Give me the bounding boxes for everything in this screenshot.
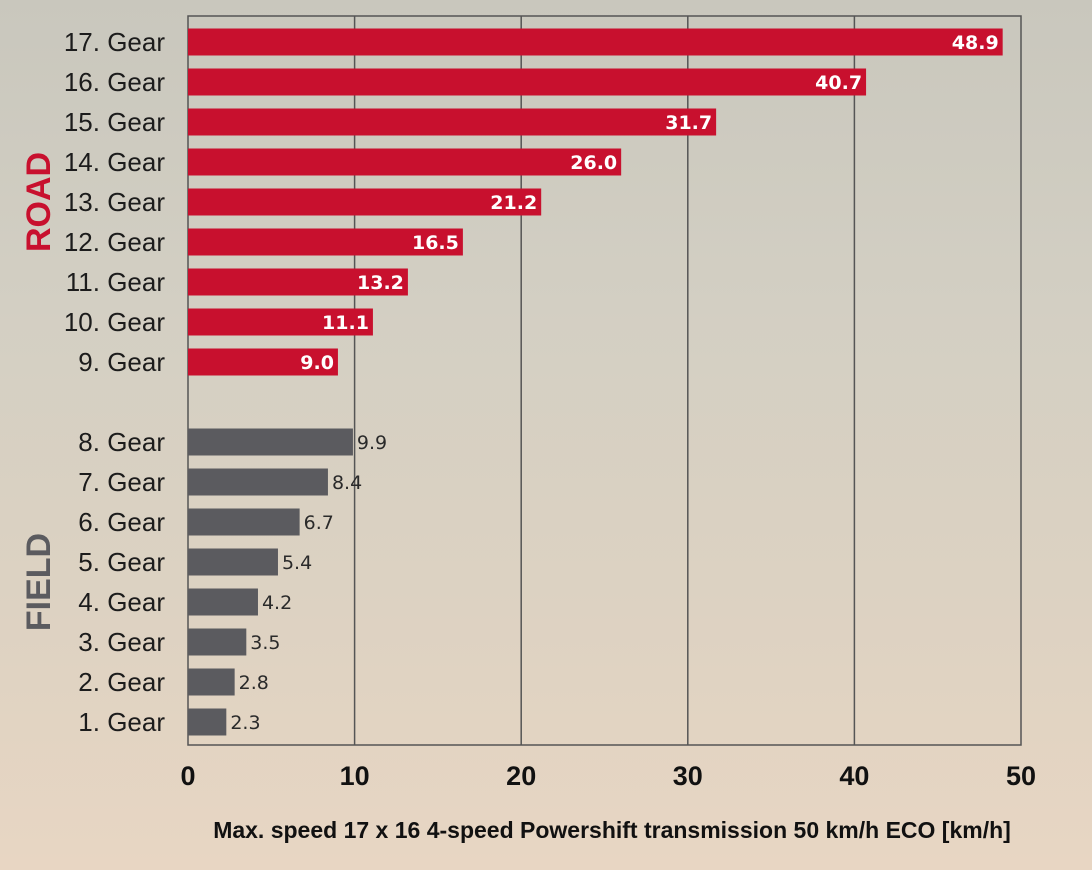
bar-field [188,708,227,736]
data-label: 2.8 [239,672,269,694]
group-label-road: ROAD [20,152,58,252]
category-label: 6. Gear [78,507,165,537]
x-tick-label: 50 [1006,761,1036,791]
bar-field [188,668,235,696]
data-label: 13.2 [357,272,404,294]
data-label: 26.0 [570,152,617,174]
category-label: 7. Gear [78,467,165,497]
data-label: 16.5 [412,232,459,254]
x-tick-label: 10 [340,761,370,791]
category-label: 5. Gear [78,547,165,577]
bar-field [188,468,328,496]
category-label: 4. Gear [78,587,165,617]
category-label: 12. Gear [64,227,166,257]
data-label: 31.7 [665,112,712,134]
x-tick-label: 20 [506,761,536,791]
bar-field [188,628,247,656]
bar-road [188,68,867,96]
data-label: 6.7 [304,512,334,534]
bar-road [188,108,717,136]
data-label: 21.2 [490,192,537,214]
category-label: 8. Gear [78,427,165,457]
bar-road [188,148,622,176]
bar-road [188,348,338,376]
bar-road [188,28,1003,56]
category-label: 11. Gear [66,267,166,297]
bar-road [188,228,463,256]
bar-road [188,268,408,296]
category-label: 16. Gear [64,67,166,97]
data-label: 4.2 [262,592,292,614]
data-label: 3.5 [250,632,280,654]
category-label: 2. Gear [78,667,165,697]
category-label: 14. Gear [64,147,166,177]
x-tick-label: 40 [839,761,869,791]
data-label: 40.7 [815,72,862,94]
category-label: 3. Gear [78,627,165,657]
bar-field [188,508,300,536]
category-label: 10. Gear [64,307,166,337]
data-label: 9.0 [300,352,334,374]
x-tick-label: 0 [180,761,195,791]
bar-road [188,308,373,336]
group-label-field: FIELD [20,533,58,631]
plot-frame [187,15,1022,746]
category-label: 1. Gear [78,707,165,737]
bar-road [188,188,542,216]
category-label: 13. Gear [64,187,166,217]
x-tick-label: 30 [673,761,703,791]
data-label: 48.9 [952,32,999,54]
category-label: 17. Gear [64,27,166,57]
bar-field [188,588,258,616]
data-label: 5.4 [282,552,312,574]
x-axis-label: Max. speed 17 x 16 4-speed Powershift tr… [213,817,1011,843]
data-label: 9.9 [357,432,387,454]
data-label: 2.3 [230,712,260,734]
bar-field [188,428,353,456]
data-label: 8.4 [332,472,362,494]
category-label: 15. Gear [64,107,166,137]
category-label: 9. Gear [78,347,165,377]
data-label: 11.1 [322,312,369,334]
bar-field [188,548,278,576]
